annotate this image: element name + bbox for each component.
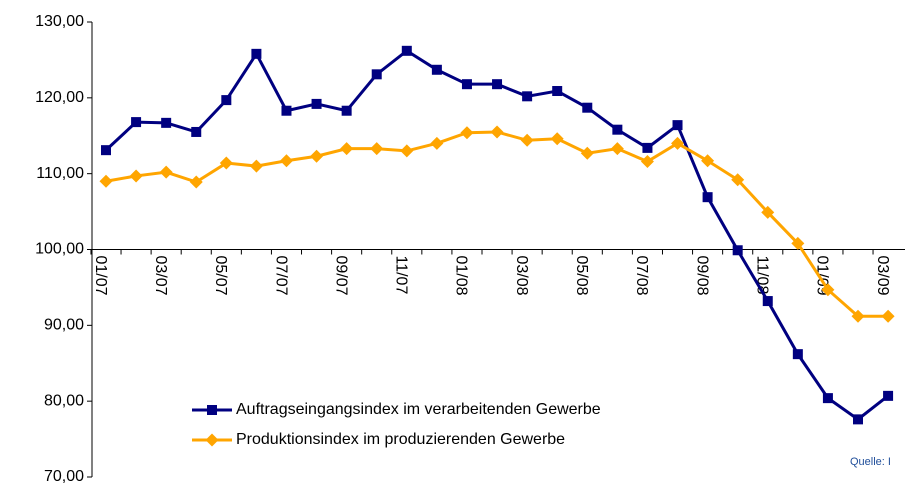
data-point [311,98,322,109]
data-point [883,390,894,401]
data-point [221,95,232,106]
data-point [371,69,382,80]
x-tick-label: 09/07 [332,256,349,296]
series-line [104,48,890,422]
data-point [492,79,503,90]
data-point [610,142,624,156]
legend-marker [207,405,217,415]
data-point [580,146,594,160]
data-point [640,155,654,169]
x-tick-label: 03/07 [152,256,169,296]
data-point [582,102,593,113]
data-point [460,126,474,140]
y-tick-label: 120,00 [35,89,84,106]
legend-label: Auftragseingangsindex im verarbeitenden … [236,401,601,418]
data-point [791,236,805,250]
data-point [101,145,111,156]
y-tick-label: 80,00 [44,392,84,409]
data-point [249,159,263,173]
y-tick-label: 70,00 [44,468,84,485]
x-tick-label: 05/07 [212,256,229,296]
data-point [761,205,775,219]
data-point [821,283,835,297]
source-note: Quelle: I [850,456,891,468]
x-tick-label: 11/07 [393,256,410,295]
data-point [340,142,354,156]
data-point [370,142,384,156]
data-point [520,133,534,147]
data-point [161,117,172,128]
data-point [430,136,444,150]
data-point [431,64,442,75]
data-point [672,120,683,131]
data-point [701,154,715,168]
data-point [762,296,773,307]
data-point [702,192,713,203]
y-tick-label: 110,00 [36,165,84,182]
data-point [400,144,414,158]
legend-label: Produktionsindex im produzierenden Gewer… [236,431,565,448]
data-point [822,393,833,404]
data-point [550,132,564,146]
data-point [191,126,202,137]
x-tick-label: 09/08 [693,256,710,296]
data-point [279,154,293,168]
data-point [851,309,865,323]
data-point [853,414,863,425]
data-point [731,173,745,187]
data-point [732,245,743,256]
data-point [401,45,412,56]
data-point [219,156,233,170]
data-point [612,124,623,135]
data-point [642,142,653,153]
data-point [522,91,533,102]
data-point [341,105,352,116]
data-point [189,175,203,189]
data-point [671,136,685,150]
data-point [310,149,324,163]
x-tick-label: 07/08 [633,256,650,296]
data-point [129,169,143,183]
legend-marker [205,433,219,447]
x-tick-label: 05/08 [573,256,590,296]
y-tick-label: 100,00 [35,241,84,258]
x-tick-label: 03/09 [874,256,891,296]
x-tick-label: 01/08 [453,256,470,296]
data-point [159,165,173,179]
data-point [251,48,262,59]
data-point [281,105,292,116]
x-tick-label: 07/07 [272,256,289,296]
y-tick-label: 130,00 [35,13,84,30]
data-point [552,86,563,97]
data-point [131,117,142,128]
data-point [792,349,803,360]
data-point [490,125,504,139]
data-point [99,174,113,188]
x-tick-label: 03/08 [513,256,530,296]
y-tick-label: 90,00 [44,317,84,334]
data-point [881,309,895,323]
x-tick-label: 01/07 [92,256,109,296]
data-point [461,79,472,90]
